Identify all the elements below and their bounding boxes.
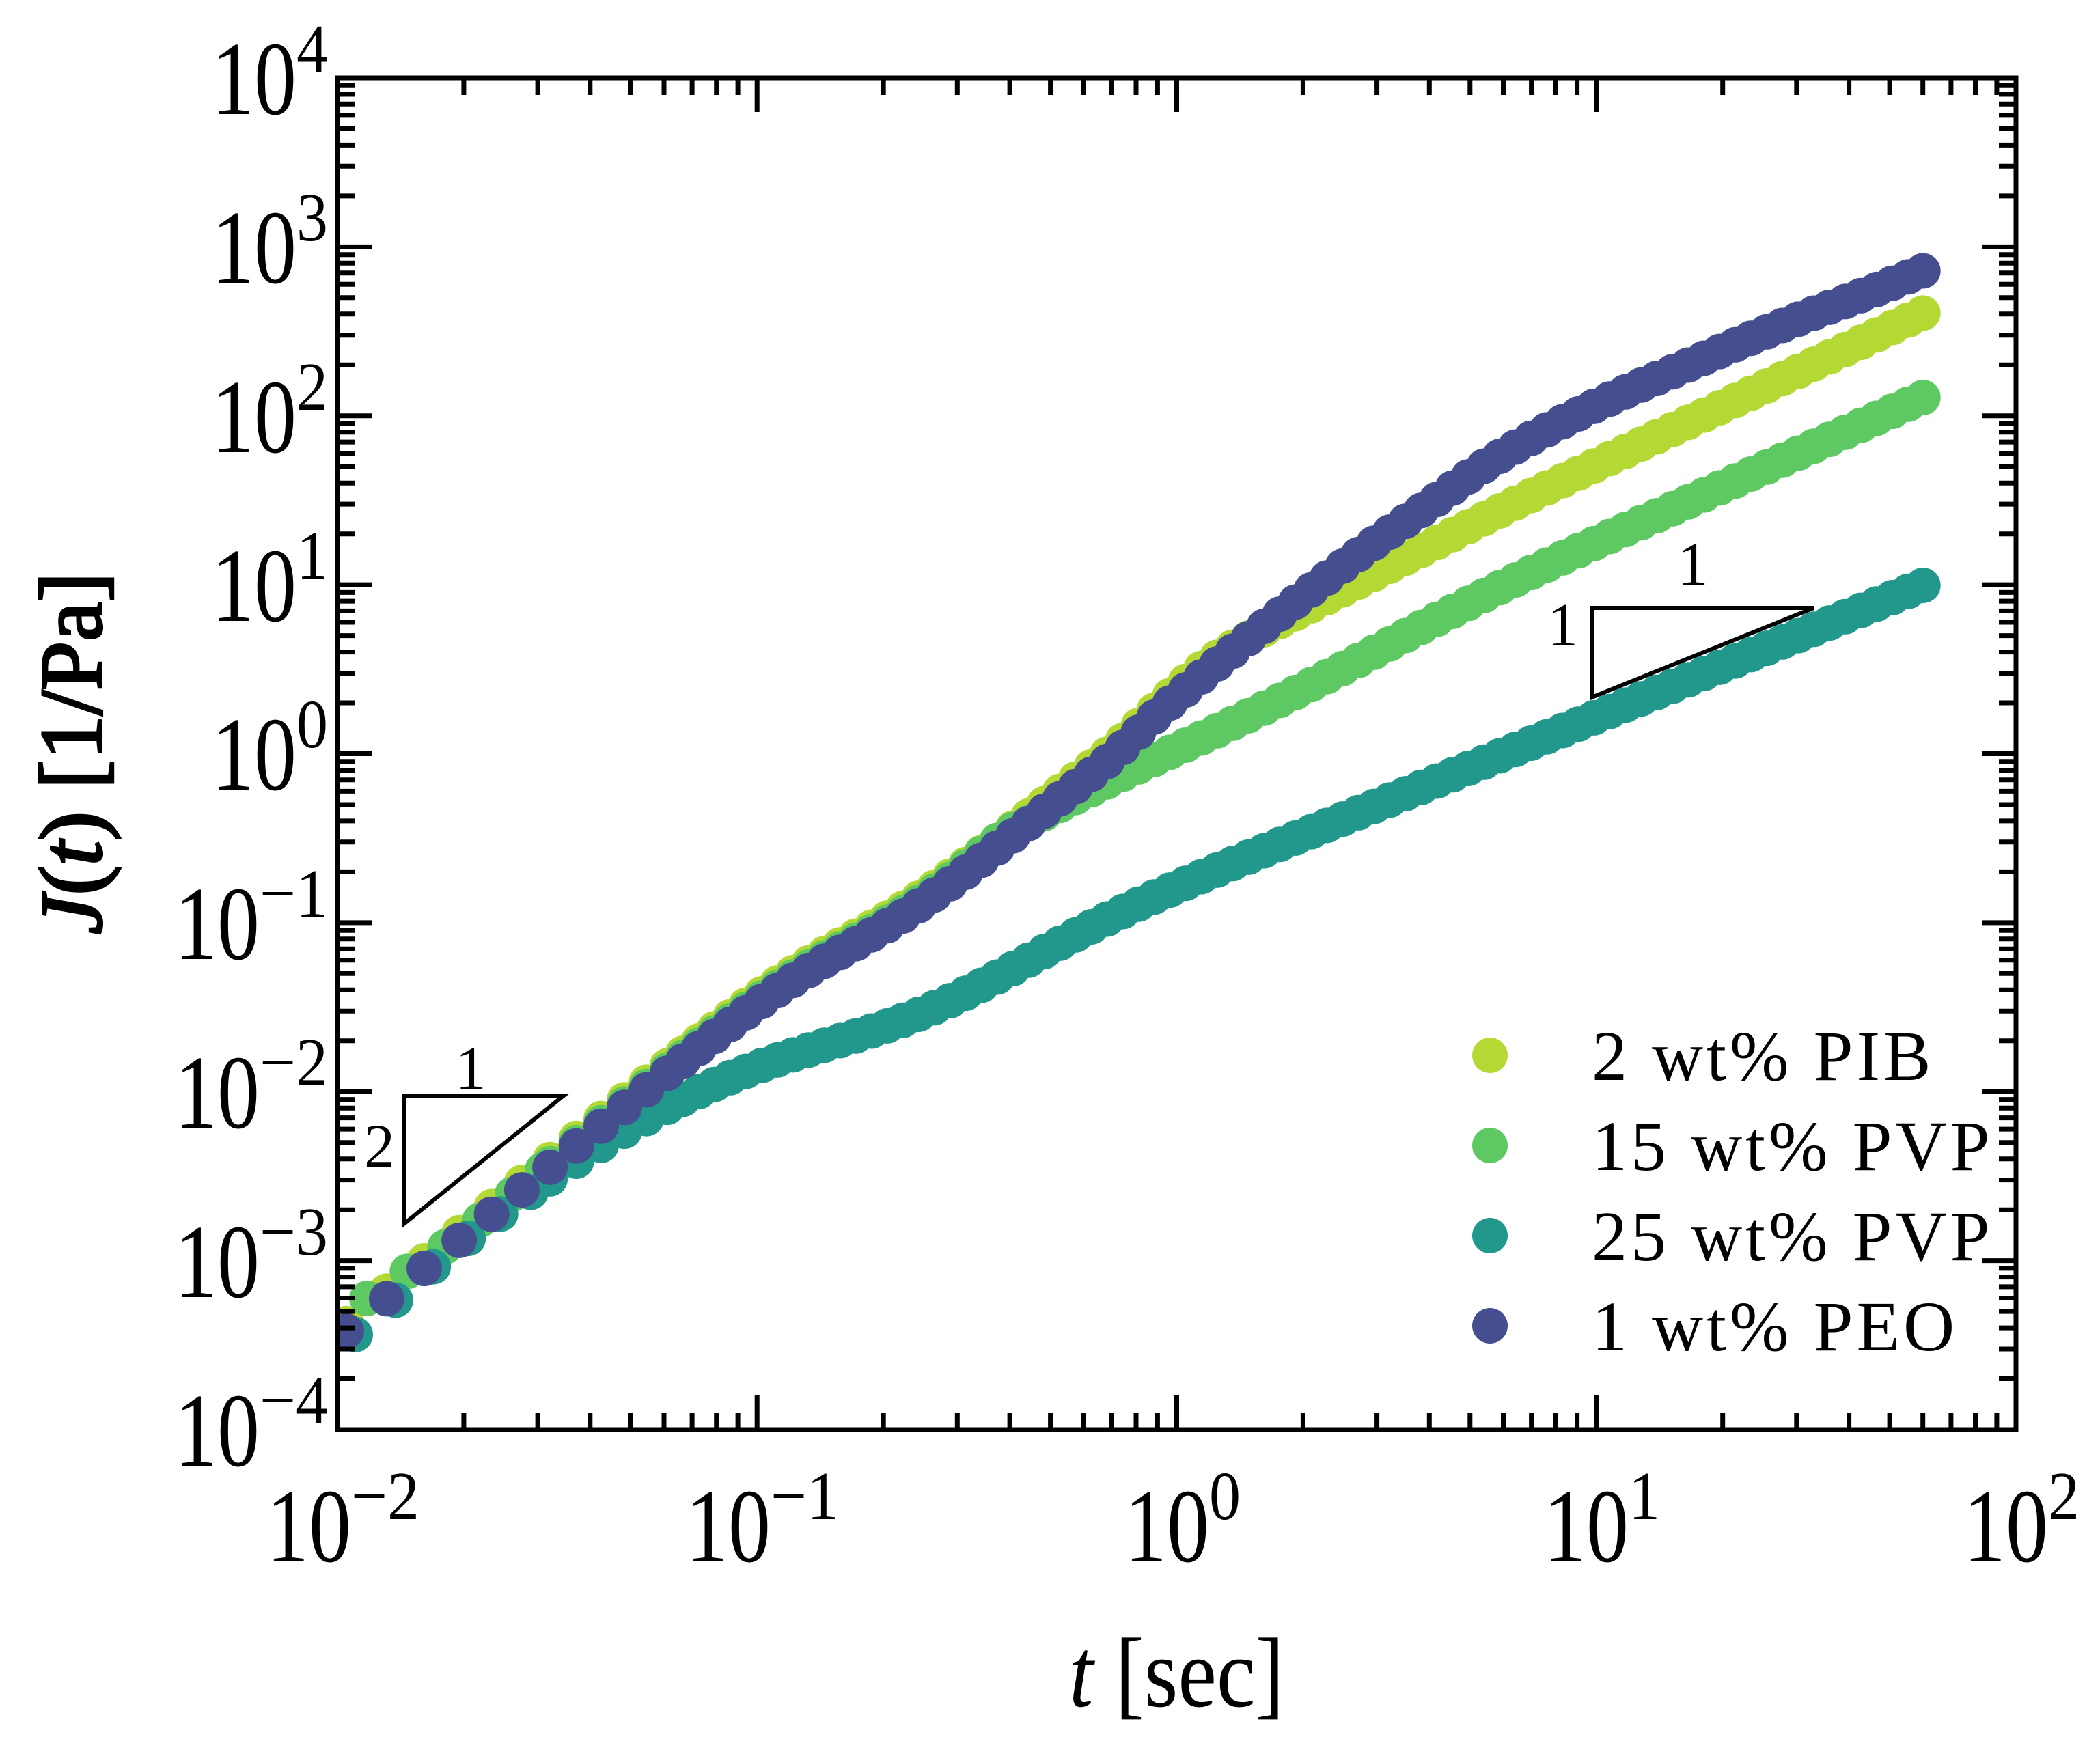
svg-text:101: 101 xyxy=(1544,1458,1660,1585)
svg-text:101: 101 xyxy=(212,517,328,644)
svg-text:1: 1 xyxy=(456,1035,486,1102)
svg-text:1: 1 xyxy=(1547,592,1578,659)
svg-text:2 wt% PIB: 2 wt% PIB xyxy=(1592,1017,1934,1096)
svg-text:100: 100 xyxy=(1124,1458,1241,1585)
svg-text:2: 2 xyxy=(364,1113,395,1180)
svg-text:10−1: 10−1 xyxy=(686,1458,839,1585)
svg-text:1: 1 xyxy=(1678,531,1709,598)
svg-text:10−4: 10−4 xyxy=(175,1362,328,1489)
svg-text:25 wt% PVP: 25 wt% PVP xyxy=(1592,1197,1993,1276)
svg-text:10−1: 10−1 xyxy=(175,855,328,982)
svg-text:10−2: 10−2 xyxy=(266,1458,419,1585)
svg-text:100: 100 xyxy=(212,686,328,813)
svg-text:J(t) [1/Pa]: J(t) [1/Pa] xyxy=(23,572,121,935)
svg-text:103: 103 xyxy=(212,179,328,306)
svg-text:102: 102 xyxy=(1963,1458,2080,1585)
svg-text:102: 102 xyxy=(212,348,328,475)
svg-text:15 wt% PVP: 15 wt% PVP xyxy=(1592,1107,1993,1186)
svg-text:1 wt% PEO: 1 wt% PEO xyxy=(1592,1288,1958,1366)
svg-text:10−3: 10−3 xyxy=(175,1193,328,1320)
svg-text:10−2: 10−2 xyxy=(175,1024,328,1151)
svg-text:104: 104 xyxy=(212,10,328,137)
svg-text:t [sec]: t [sec] xyxy=(1069,1619,1284,1728)
